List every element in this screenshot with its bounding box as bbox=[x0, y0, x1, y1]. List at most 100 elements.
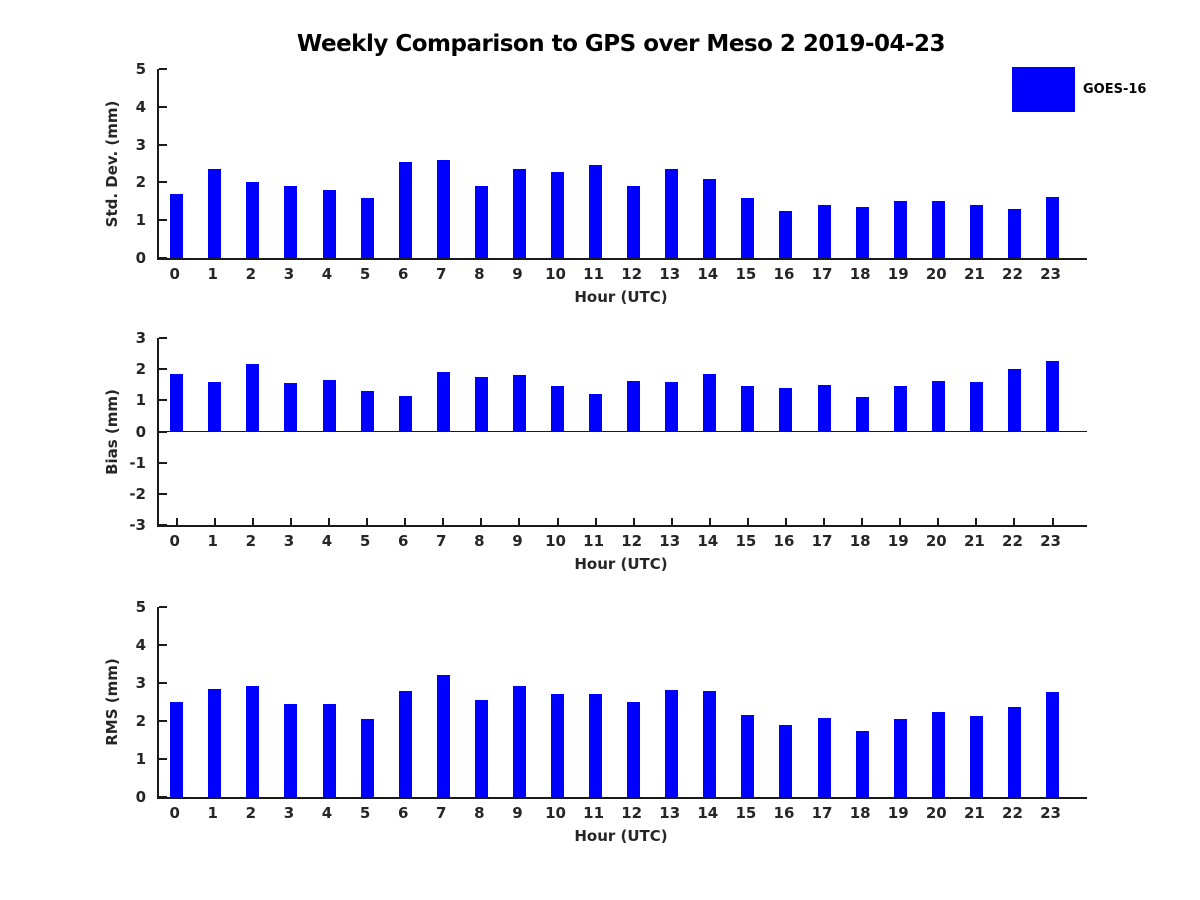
hour-tick-label: 17 bbox=[811, 804, 833, 822]
hour-tick-label: 2 bbox=[245, 804, 257, 822]
hour-tick-label: 17 bbox=[811, 265, 833, 283]
hour-tick-label: 0 bbox=[169, 532, 180, 550]
hour-tick-label: 18 bbox=[849, 804, 871, 822]
hour-tick-label: 15 bbox=[735, 532, 757, 550]
hour-tick-label: 0 bbox=[169, 265, 180, 283]
rms-bar-hour-6 bbox=[398, 691, 412, 797]
std-dev-bar-hour-3 bbox=[284, 186, 298, 258]
hour-tick-label: 12 bbox=[621, 265, 643, 283]
hour-tick-label: 20 bbox=[925, 532, 947, 550]
std-dev-bar-hour-12 bbox=[627, 186, 641, 258]
x-tick-mark bbox=[556, 518, 559, 525]
y-tick-label: 1 bbox=[135, 750, 146, 768]
std-dev-bar-hour-10 bbox=[551, 172, 564, 258]
subplot-bias bbox=[157, 337, 1087, 527]
hour-tick-label: 9 bbox=[512, 265, 523, 283]
hour-tick-label: 20 bbox=[925, 804, 947, 822]
hour-tick-label: 19 bbox=[887, 265, 909, 283]
y-tick-mark bbox=[159, 524, 167, 526]
hour-tick-label: 4 bbox=[321, 265, 333, 283]
hour-tick-label: 6 bbox=[397, 532, 409, 550]
hour-tick-label: 3 bbox=[283, 532, 295, 550]
legend: GOES-16 bbox=[1012, 67, 1200, 113]
y-tick-mark bbox=[159, 430, 167, 433]
hour-tick-label: 21 bbox=[963, 532, 985, 550]
x-tick-mark bbox=[328, 518, 331, 525]
bias-bar-hour-2 bbox=[246, 364, 260, 432]
hour-tick-label: 4 bbox=[321, 804, 333, 822]
hour-tick-label: 11 bbox=[583, 532, 605, 550]
hour-tick-label: 4 bbox=[321, 532, 333, 550]
hour-tick-label: 16 bbox=[773, 265, 795, 283]
bias-bar-hour-21 bbox=[969, 381, 983, 432]
y-tick-label: 2 bbox=[135, 173, 146, 192]
hour-tick-label: 1 bbox=[207, 804, 218, 822]
x-tick-mark bbox=[366, 518, 369, 525]
bias-bar-hour-3 bbox=[284, 383, 298, 432]
hour-tick-label: 9 bbox=[512, 804, 523, 822]
hour-tick-label: 13 bbox=[659, 532, 681, 550]
y-tick-mark bbox=[159, 105, 167, 108]
std-dev-bar-hour-14 bbox=[703, 178, 717, 258]
y-tick-mark bbox=[159, 606, 167, 608]
rms-bar-hour-23 bbox=[1046, 691, 1060, 797]
hour-tick-label: 9 bbox=[512, 532, 523, 550]
y-tick-mark bbox=[159, 461, 167, 464]
bias-bar-hour-18 bbox=[855, 397, 869, 432]
y-tick-mark bbox=[159, 399, 167, 402]
bias-bar-hour-6 bbox=[398, 395, 412, 432]
hour-tick-label: 22 bbox=[1002, 532, 1023, 550]
y-tick-mark bbox=[159, 796, 167, 798]
y-tick-label: 2 bbox=[135, 712, 146, 730]
subplot-rms bbox=[157, 606, 1087, 799]
hour-tick-label: 5 bbox=[359, 532, 371, 550]
y-tick-label: -1 bbox=[129, 453, 146, 472]
rms-bar-hour-10 bbox=[551, 694, 564, 797]
bias-bar-hour-0 bbox=[170, 373, 184, 432]
std-dev-bar-hour-0 bbox=[170, 193, 184, 258]
x-tick-mark bbox=[442, 518, 445, 525]
bias-bar-hour-16 bbox=[779, 387, 793, 432]
x-tick-mark bbox=[784, 518, 787, 525]
hour-tick-label: 12 bbox=[621, 532, 643, 550]
bias-bar-hour-12 bbox=[627, 381, 641, 432]
rms-bar-hour-13 bbox=[665, 689, 679, 797]
x-tick-mark bbox=[975, 518, 978, 525]
legend-label: GOES-16 bbox=[1083, 82, 1147, 97]
x-tick-mark bbox=[1013, 518, 1016, 525]
rms-bar-hour-20 bbox=[931, 711, 945, 797]
bias-bar-hour-15 bbox=[741, 386, 755, 432]
std-dev-bar-hour-20 bbox=[931, 201, 945, 258]
zero-axis-line bbox=[159, 430, 1087, 433]
y-tick-label: 1 bbox=[135, 211, 146, 230]
hour-tick-label: 8 bbox=[474, 804, 485, 822]
y-tick-mark bbox=[159, 492, 167, 495]
hour-tick-label: 10 bbox=[545, 804, 566, 822]
y-tick-label: -3 bbox=[129, 516, 146, 534]
y-tick-mark bbox=[159, 644, 167, 646]
y-tick-label: -2 bbox=[129, 484, 146, 503]
std-dev-bar-hour-5 bbox=[360, 197, 374, 258]
bias-bar-hour-22 bbox=[1007, 369, 1021, 432]
x-tick-mark bbox=[670, 518, 673, 525]
rms-bar-hour-9 bbox=[512, 685, 526, 797]
bias-bar-hour-10 bbox=[551, 386, 564, 432]
hour-tick-label: 14 bbox=[697, 532, 719, 550]
bias-bar-hour-4 bbox=[322, 380, 336, 432]
x-tick-mark bbox=[289, 518, 292, 525]
rms-bar-hour-19 bbox=[893, 719, 907, 797]
hour-tick-label: 13 bbox=[659, 804, 681, 822]
std-dev-bar-hour-18 bbox=[855, 206, 869, 258]
rms-bar-hour-17 bbox=[817, 718, 831, 797]
rms-bar-hour-7 bbox=[436, 675, 450, 797]
rms-bar-hour-12 bbox=[627, 702, 641, 797]
bias-bar-hour-14 bbox=[703, 373, 717, 432]
y-tick-mark bbox=[159, 368, 167, 371]
xlabel-std-dev: Hour (UTC) bbox=[574, 288, 668, 306]
ylabel-rms: RMS (mm) bbox=[103, 658, 121, 746]
std-dev-bar-hour-22 bbox=[1007, 208, 1021, 258]
x-tick-mark bbox=[899, 518, 902, 525]
hour-tick-label: 3 bbox=[283, 265, 295, 283]
bias-bar-hour-19 bbox=[893, 386, 907, 432]
hour-tick-label: 7 bbox=[436, 532, 447, 550]
